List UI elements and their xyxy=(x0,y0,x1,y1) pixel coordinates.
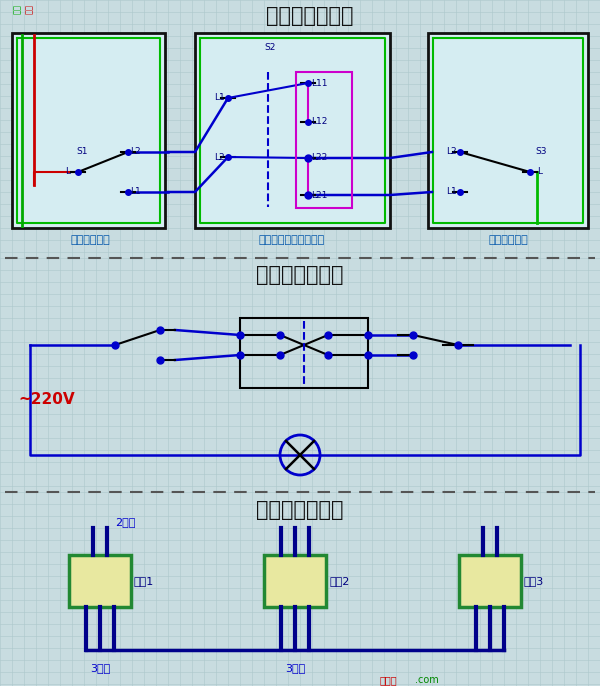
Text: L2: L2 xyxy=(446,147,457,156)
Text: 接线图: 接线图 xyxy=(380,675,398,685)
Text: L2: L2 xyxy=(130,147,140,156)
Text: 三控开关接线图: 三控开关接线图 xyxy=(266,6,354,26)
Text: L1: L1 xyxy=(130,187,141,196)
Text: L2: L2 xyxy=(214,152,225,161)
Text: 3根线: 3根线 xyxy=(90,663,110,673)
Text: ~220V: ~220V xyxy=(18,392,74,407)
Text: S2: S2 xyxy=(265,43,275,53)
Text: 单开双控开关: 单开双控开关 xyxy=(70,235,110,245)
Text: 开关2: 开关2 xyxy=(329,576,349,586)
Text: L: L xyxy=(65,167,70,176)
Text: 开关1: 开关1 xyxy=(134,576,154,586)
Text: 单开双控开关: 单开双控开关 xyxy=(488,235,528,245)
Bar xyxy=(12,33,165,228)
Text: L: L xyxy=(537,167,542,176)
Text: 三控开关原理图: 三控开关原理图 xyxy=(256,265,344,285)
Bar xyxy=(195,33,390,228)
Text: L12: L12 xyxy=(311,117,328,126)
Text: L1: L1 xyxy=(446,187,457,196)
Text: 3根线: 3根线 xyxy=(285,663,305,673)
Bar xyxy=(296,72,352,208)
Text: 三控开关布线图: 三控开关布线图 xyxy=(256,500,344,520)
Text: 中途开关（三控开关）: 中途开关（三控开关） xyxy=(259,235,325,245)
Text: L1: L1 xyxy=(214,93,225,102)
Bar xyxy=(264,555,326,607)
Bar xyxy=(459,555,521,607)
Text: L21: L21 xyxy=(311,191,328,200)
Text: 开关3: 开关3 xyxy=(524,576,544,586)
Bar xyxy=(240,318,368,388)
Bar xyxy=(69,555,131,607)
Text: 2根线: 2根线 xyxy=(115,517,136,527)
Text: L11: L11 xyxy=(311,78,328,88)
Text: 相线: 相线 xyxy=(13,4,22,14)
Text: S1: S1 xyxy=(76,147,88,156)
Text: .com: .com xyxy=(415,675,439,685)
Bar xyxy=(428,33,588,228)
Text: S3: S3 xyxy=(535,147,547,156)
Text: 火线: 火线 xyxy=(25,4,34,14)
Text: L22: L22 xyxy=(311,154,327,163)
